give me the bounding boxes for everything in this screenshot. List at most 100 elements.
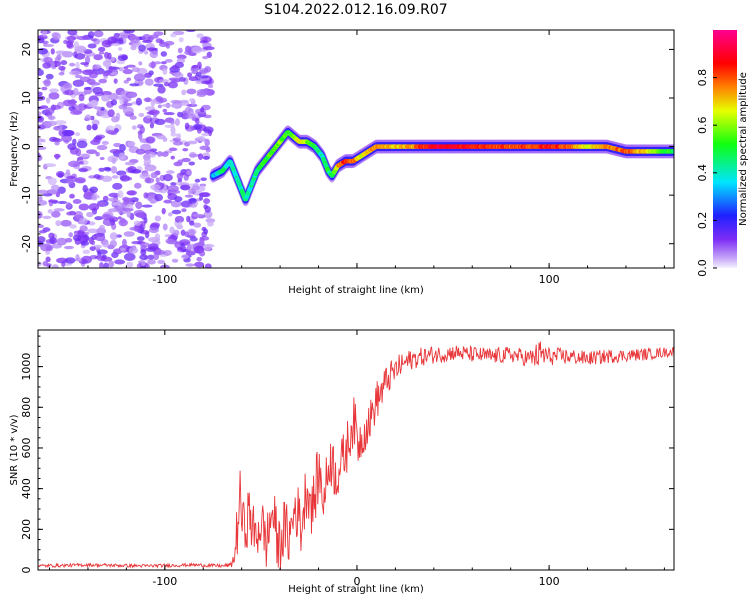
- heatmap-ytick-label: -20: [20, 235, 33, 253]
- heatmap-noise-blob: [134, 182, 142, 189]
- heatmap-noise-blob: [38, 111, 42, 116]
- heatmap-noise-blob: [78, 203, 90, 211]
- heatmap-noise-blob: [129, 226, 140, 231]
- heatmap-noise-blob: [49, 237, 57, 245]
- heatmap-noise-blob: [131, 125, 137, 130]
- heatmap-noise-blob: [188, 153, 201, 157]
- heatmap-noise-blob: [115, 112, 121, 121]
- heatmap-noise-blob: [129, 115, 137, 120]
- heatmap-noise-blob: [69, 193, 75, 199]
- heatmap-noise-blob: [176, 172, 184, 180]
- heatmap-noise-blob: [145, 136, 156, 144]
- heatmap-noise-blob: [76, 91, 88, 96]
- heatmap-noise-blob: [201, 132, 210, 137]
- heatmap-noise-blob: [147, 254, 155, 260]
- heatmap-noise-blob: [177, 159, 184, 164]
- heatmap-noise-blob: [90, 240, 96, 246]
- heatmap-noise-blob: [86, 124, 92, 131]
- heatmap-noise-blob: [207, 220, 214, 227]
- heatmap-noise-blob: [122, 208, 134, 212]
- heatmap-noise-blob: [79, 225, 88, 232]
- heatmap-noise-blob: [129, 83, 140, 87]
- heatmap-noise-blob: [90, 38, 98, 42]
- snr-marks: [38, 341, 674, 570]
- heatmap-noise-blob: [75, 148, 82, 157]
- heatmap-noise-blob: [107, 109, 115, 118]
- heatmap-noise-blob: [66, 178, 74, 185]
- heatmap-noise-blob: [184, 231, 190, 237]
- heatmap-noise-blob: [196, 256, 202, 262]
- heatmap-noise-blob: [90, 99, 99, 107]
- heatmap-noise-blob: [191, 46, 203, 54]
- heatmap-noise-blob: [123, 253, 136, 261]
- heatmap-noise-blob: [144, 72, 152, 78]
- heatmap-noise-blob: [93, 136, 103, 141]
- heatmap-noise-blob: [143, 50, 149, 55]
- heatmap-noise-blob: [171, 258, 179, 263]
- heatmap-noise-blob: [160, 51, 168, 57]
- heatmap-noise-blob: [184, 106, 192, 114]
- heatmap-noise-blob: [38, 142, 42, 146]
- heatmap-noise-blob: [174, 215, 185, 224]
- heatmap-noise-blob: [43, 79, 51, 87]
- heatmap-noise-blob: [91, 196, 97, 201]
- heatmap-noise-blob: [43, 56, 53, 64]
- heatmap-noise-blob: [197, 135, 206, 141]
- heatmap-noise-blob: [38, 224, 44, 229]
- heatmap-noise-blob: [55, 220, 62, 227]
- heatmap-noise-blob: [162, 108, 168, 113]
- heatmap-noise-blob: [161, 151, 169, 157]
- heatmap-noise-blob: [174, 61, 185, 69]
- heatmap-noise-blob: [162, 223, 168, 231]
- snr-xtick-label: 0: [353, 575, 360, 588]
- heatmap-noise-blob: [75, 254, 80, 262]
- heatmap-noise-blob: [94, 216, 103, 221]
- heatmap-noise-blob: [184, 49, 194, 56]
- heatmap-noise-blob: [200, 107, 205, 113]
- heatmap-noise-blob: [102, 60, 112, 67]
- heatmap-noise-blob: [109, 239, 118, 248]
- heatmap-noise-blob: [86, 228, 99, 234]
- heatmap-noise-blob: [155, 177, 160, 183]
- heatmap-noise-blob: [170, 126, 176, 134]
- heatmap-noise-blob: [55, 153, 60, 160]
- heatmap-noise-blob: [51, 104, 62, 110]
- heatmap-noise-blob: [146, 47, 158, 51]
- heatmap-noise-blob: [82, 249, 91, 255]
- heatmap-noise-blob: [202, 46, 215, 51]
- heatmap-noise-blob: [57, 200, 68, 205]
- heatmap-noise-blob: [60, 60, 68, 66]
- heatmap-noise-blob: [200, 185, 206, 192]
- heatmap-noise-blob: [170, 103, 179, 108]
- heatmap-noise-blob: [147, 259, 156, 265]
- heatmap-noise-blob: [93, 106, 103, 110]
- heatmap-noise-blob: [177, 246, 184, 251]
- heatmap-noise-blob: [102, 241, 110, 248]
- heatmap-ridge-core: [671, 149, 674, 154]
- heatmap-noise-blob: [179, 101, 190, 106]
- heatmap-noise-blob: [57, 186, 66, 194]
- heatmap-noise-blob: [186, 140, 198, 145]
- heatmap-noise-blob: [194, 118, 200, 125]
- heatmap-noise-blob: [177, 47, 183, 54]
- heatmap-noise-blob: [163, 199, 173, 204]
- heatmap-noise-blob: [198, 195, 204, 201]
- heatmap-noise-blob: [55, 50, 67, 55]
- heatmap-noise-blob: [188, 229, 196, 236]
- heatmap-noise-blob: [149, 122, 155, 129]
- heatmap-noise-blob: [108, 92, 119, 101]
- heatmap-noise-blob: [42, 193, 53, 197]
- heatmap-noise-blob: [123, 30, 135, 34]
- heatmap-noise-blob: [101, 175, 113, 182]
- heatmap-noise-blob: [110, 43, 121, 47]
- heatmap-noise-blob: [72, 234, 82, 242]
- heatmap-noise-blob: [51, 210, 61, 218]
- heatmap-noise-blob: [111, 175, 119, 179]
- heatmap-noise-blob: [126, 64, 136, 68]
- heatmap-noise-blob: [58, 71, 65, 76]
- heatmap-noise-blob: [199, 250, 206, 257]
- snr-ylabel: SNR (10 * v/v): [9, 414, 20, 485]
- heatmap-noise-blob: [42, 62, 51, 69]
- heatmap-noise-blob: [173, 229, 180, 236]
- heatmap-noise-blob: [138, 44, 147, 52]
